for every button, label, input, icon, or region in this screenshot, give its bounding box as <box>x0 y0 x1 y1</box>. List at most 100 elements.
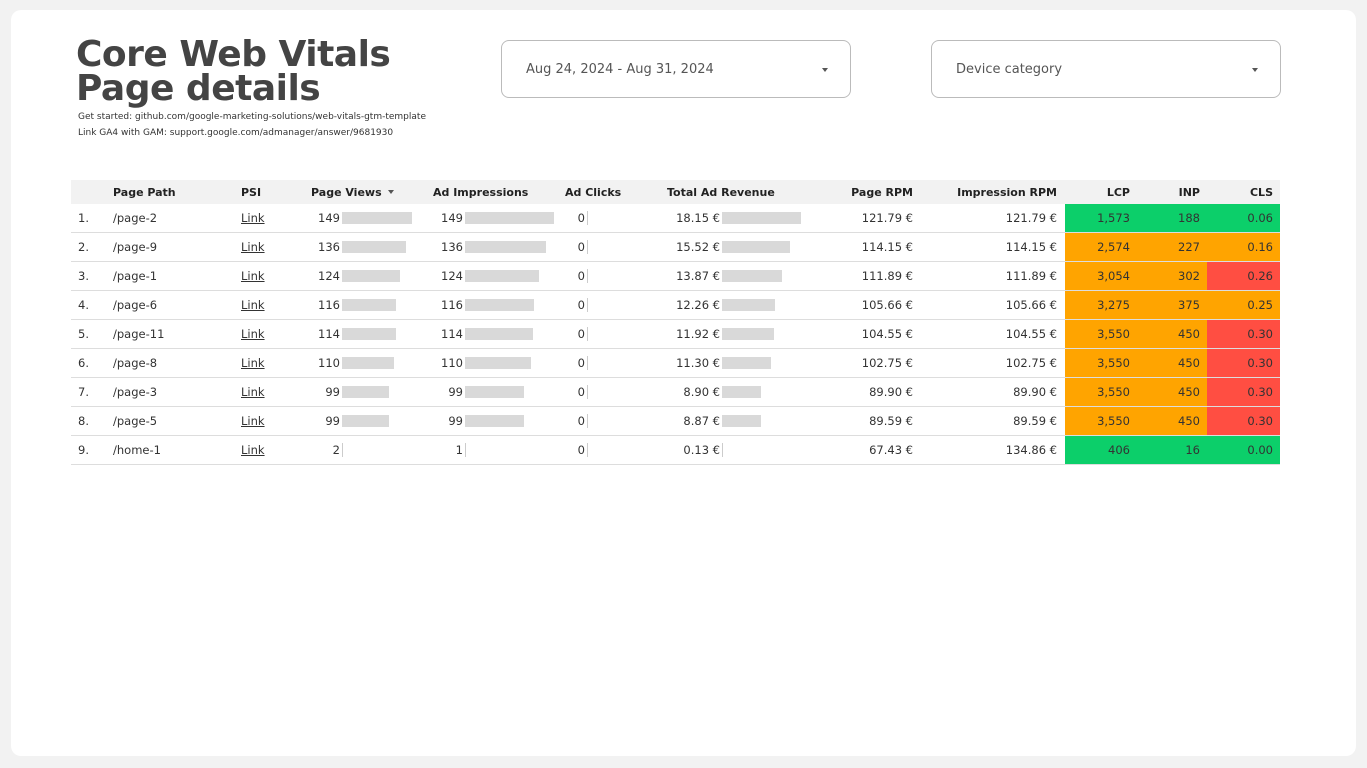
cell-page-rpm: 104.55 € <box>861 327 913 341</box>
cell-impression-rpm: 89.59 € <box>1013 414 1057 428</box>
table-row: 1./page-2 Link 149 149 0 18.15 €121.79 €121.7… <box>71 204 1280 233</box>
header-cls[interactable]: CLS <box>1249 185 1273 199</box>
views-bar <box>342 386 389 398</box>
cell-revenue: 13.87 € <box>640 262 810 290</box>
impressions-bar <box>465 299 534 311</box>
psi-link[interactable]: Link <box>241 298 265 312</box>
cell-views: 2 <box>290 436 420 464</box>
cell-page-rpm: 114.15 € <box>861 240 913 254</box>
header-page-path[interactable]: Page Path <box>113 185 176 199</box>
cell-index: 1. <box>78 211 89 225</box>
impressions-bar <box>465 241 546 253</box>
revenue-bar <box>722 270 782 282</box>
revenue-bar <box>722 386 761 398</box>
cell-clicks: 0 <box>560 262 640 290</box>
cell-page-path: /page-8 <box>113 356 158 370</box>
header-psi[interactable]: PSI <box>241 185 262 199</box>
cell-impressions: 99 <box>420 407 560 435</box>
views-bar <box>342 443 343 457</box>
header-lcp[interactable]: LCP <box>1106 185 1130 199</box>
cell-psi: Link <box>235 320 290 348</box>
psi-link[interactable]: Link <box>241 211 265 225</box>
cell-index: 3. <box>78 269 89 283</box>
date-range-value: Aug 24, 2024 - Aug 31, 2024 <box>526 62 714 77</box>
table-row: 9. /home-1 Link 2 1 0 0.13 € 67.43 € 134.86 € 406… <box>71 436 1280 465</box>
clicks-bar <box>587 414 588 428</box>
cell-clicks: 0 <box>560 233 640 261</box>
table-row: 8./page-5 Link 99 99 0 8.87 €89.59 €89.59 €3,… <box>71 407 1280 436</box>
views-bar <box>342 357 394 369</box>
header-impression-rpm[interactable]: Impression RPM <box>957 185 1057 199</box>
psi-link[interactable]: Link <box>241 240 265 254</box>
cell-inp: 188 <box>1140 204 1207 232</box>
sort-descending-icon <box>387 190 394 194</box>
views-bar <box>342 212 412 224</box>
cell-impressions: 110 <box>420 349 560 377</box>
cell-index: 7. <box>78 385 89 399</box>
device-category-filter[interactable]: Device category <box>931 40 1281 98</box>
cell-impressions: 136 <box>420 233 560 261</box>
clicks-bar <box>587 443 588 457</box>
cell-cls: 0.06 <box>1207 204 1280 232</box>
page-details-table: Page Path PSI Page Views Ad Impressions … <box>71 180 1280 465</box>
revenue-bar <box>722 241 790 253</box>
header-inp[interactable]: INP <box>1178 185 1200 199</box>
cell-inp: 302 <box>1140 262 1207 290</box>
cell-impression-rpm: 111.89 € <box>1005 269 1057 283</box>
cell-cls: 0.30 <box>1207 378 1280 406</box>
header-page-rpm[interactable]: Page RPM <box>851 185 913 199</box>
chevron-down-icon <box>1252 68 1258 72</box>
cell-index: 2. <box>78 240 89 254</box>
date-range-picker[interactable]: Aug 24, 2024 - Aug 31, 2024 <box>501 40 851 98</box>
cell-psi: Link <box>235 204 290 232</box>
cell-impressions: 1 <box>420 436 560 464</box>
psi-link[interactable]: Link <box>241 356 265 370</box>
header-ad-impressions[interactable]: Ad Impressions <box>433 185 529 199</box>
cell-page-path: /page-1 <box>113 269 158 283</box>
cell-psi: Link <box>235 407 290 435</box>
cell-cls: 0.30 <box>1207 349 1280 377</box>
header-ad-clicks[interactable]: Ad Clicks <box>565 185 622 199</box>
psi-link[interactable]: Link <box>241 414 265 428</box>
cell-page-path: /page-9 <box>113 240 158 254</box>
psi-link[interactable]: Link <box>241 385 265 399</box>
header-total-ad-revenue[interactable]: Total Ad Revenue <box>667 185 775 199</box>
psi-link[interactable]: Link <box>241 327 265 341</box>
cell-revenue: 0.13 € <box>640 436 810 464</box>
impressions-bar <box>465 357 531 369</box>
cell-impression-rpm: 105.66 € <box>1005 298 1057 312</box>
clicks-bar <box>587 211 588 225</box>
cell-inp: 450 <box>1140 407 1207 435</box>
clicks-bar <box>587 385 588 399</box>
chevron-down-icon <box>822 68 828 72</box>
link-gam-text: Link GA4 with GAM: support.google.com/ad… <box>78 128 394 138</box>
impressions-bar <box>465 328 533 340</box>
cell-cls: 0.25 <box>1207 291 1280 319</box>
cell-impression-rpm: 102.75 € <box>1005 356 1057 370</box>
cell-impressions: 124 <box>420 262 560 290</box>
cell-page-rpm: 89.59 € <box>869 414 913 428</box>
cell-lcp: 3,054 <box>1065 262 1140 290</box>
table-row: 4./page-6 Link 116 116 0 12.26 €105.66 €105.6… <box>71 291 1280 320</box>
cell-views: 149 <box>290 204 420 232</box>
cell-cls: 0.30 <box>1207 407 1280 435</box>
impressions-bar <box>465 443 466 457</box>
cell-views: 110 <box>290 349 420 377</box>
cell-cls: 0.30 <box>1207 320 1280 348</box>
psi-link[interactable]: Link <box>241 443 265 457</box>
revenue-bar <box>722 443 723 457</box>
revenue-bar <box>722 299 775 311</box>
cell-clicks: 0 <box>560 436 640 464</box>
header-page-views-label: Page Views <box>311 185 382 199</box>
clicks-bar <box>587 240 588 254</box>
impressions-bar <box>465 270 539 282</box>
cell-cls: 0.26 <box>1207 262 1280 290</box>
cell-page-path: /home-1 <box>113 443 161 457</box>
cell-lcp: 3,550 <box>1065 320 1140 348</box>
psi-link[interactable]: Link <box>241 269 265 283</box>
impressions-bar <box>465 415 524 427</box>
cell-impressions: 99 <box>420 378 560 406</box>
header-page-views[interactable]: Page Views <box>290 180 420 204</box>
cell-impression-rpm: 89.90 € <box>1013 385 1057 399</box>
cell-impression-rpm: 104.55 € <box>1005 327 1057 341</box>
